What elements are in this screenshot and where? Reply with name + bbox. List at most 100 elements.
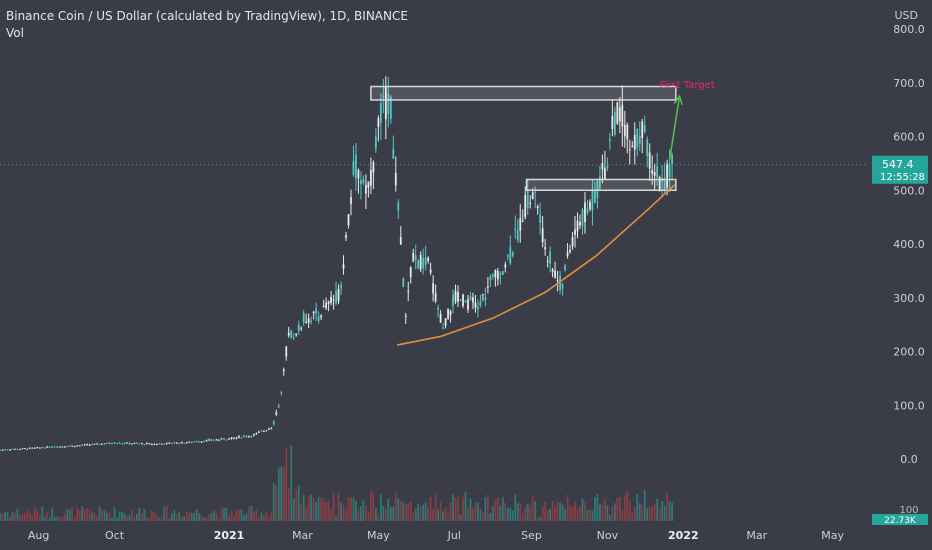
volume-bar [93, 512, 96, 521]
candle-body [591, 190, 594, 211]
candle-body [434, 293, 437, 302]
volume-bar [374, 507, 377, 521]
candle-body [51, 446, 54, 448]
candle-body [599, 176, 601, 189]
symbol-title[interactable]: Binance Coin / US Dollar (calculated by … [6, 9, 408, 23]
y-tick-label: 700.0 [893, 77, 925, 90]
volume-bar [63, 513, 66, 521]
candle-body [335, 291, 337, 304]
candle-body [544, 247, 547, 250]
target-arrow-head [673, 94, 683, 106]
candle-body [300, 327, 303, 329]
volume-bar [646, 507, 649, 521]
first-target-label[interactable]: First Target [660, 80, 715, 91]
candle-body [295, 333, 298, 336]
candle-body [628, 149, 631, 151]
x-tick-label: May [367, 529, 390, 542]
candle-body [61, 446, 64, 448]
candle-body [394, 172, 397, 186]
target-arrow[interactable] [668, 96, 681, 160]
volume-bar [317, 497, 320, 521]
candle-body [121, 443, 123, 445]
volume-bar [123, 513, 126, 521]
y-tick-label: 800.0 [893, 23, 925, 36]
candle-body [68, 445, 71, 447]
support-curve[interactable] [396, 184, 676, 346]
time-axis[interactable] [0, 522, 932, 550]
candle-body [56, 446, 59, 448]
candle-body [539, 214, 542, 223]
price-tag-value: 547.4 [882, 158, 914, 171]
resistance-zone[interactable] [370, 85, 677, 101]
candle-body [1, 449, 4, 451]
candle-body [432, 283, 435, 294]
candle-body [658, 177, 661, 191]
volume-bar [11, 511, 14, 521]
candle-body [180, 442, 183, 444]
volume-bar [66, 508, 69, 521]
candle-body [340, 284, 342, 289]
candle-body [23, 448, 26, 450]
x-tick-label: Oct [105, 529, 125, 542]
candle-body [310, 320, 313, 322]
candle-body [16, 448, 19, 450]
volume-bar [581, 498, 584, 521]
volume-bar [56, 516, 59, 521]
candle-body [526, 189, 529, 209]
volume-bar [529, 505, 532, 521]
candle-body [21, 448, 24, 450]
volume-bar [340, 502, 342, 521]
volume-bar [315, 502, 318, 521]
candle-body [623, 124, 626, 137]
volume-bar [203, 517, 206, 521]
candle-body [163, 443, 166, 445]
candle-body [253, 434, 255, 436]
volume-bar [641, 505, 644, 521]
volume-bar [310, 494, 313, 521]
volume-bar [569, 505, 571, 521]
volume-bar [200, 514, 203, 521]
candle-body [589, 201, 591, 210]
volume-bar [499, 505, 502, 521]
candle-body [170, 442, 173, 444]
volume-bar [618, 497, 621, 521]
volume-bar [663, 505, 666, 521]
candle-body [551, 269, 554, 272]
candle-body [559, 276, 561, 290]
candle-body [571, 236, 574, 247]
volume-bar [103, 510, 106, 521]
volume-bar [474, 502, 477, 521]
volume-bar [514, 494, 517, 521]
volume-bar [61, 516, 64, 521]
candle-body [31, 447, 34, 449]
volume-bar [138, 508, 141, 521]
candle-body [267, 428, 270, 430]
volume-bar [616, 497, 619, 521]
candle-body [188, 441, 191, 443]
volume-bar [494, 500, 497, 521]
volume-bar [213, 511, 215, 521]
volume-bar [596, 494, 599, 521]
volume-legend[interactable]: Vol [6, 26, 24, 40]
support-zone[interactable] [525, 178, 677, 191]
volume-bar [442, 511, 444, 521]
price-tag[interactable] [872, 155, 928, 184]
volume-bar [365, 505, 367, 521]
candle-body [534, 191, 537, 194]
candle-body [218, 439, 220, 441]
candle-body [444, 318, 447, 326]
volume-bar [509, 507, 512, 521]
candle-body [554, 270, 557, 278]
volume-bar [160, 516, 163, 521]
candle-body [504, 264, 507, 268]
volume-tag[interactable] [872, 514, 928, 525]
volume-bar [601, 504, 604, 521]
volume-bar [327, 499, 330, 521]
candle-body [608, 139, 611, 141]
candle-body [509, 247, 512, 264]
volume-bar [48, 517, 51, 521]
volume-bar [86, 508, 89, 521]
price-axis[interactable] [868, 0, 932, 522]
volume-bar [165, 506, 168, 521]
